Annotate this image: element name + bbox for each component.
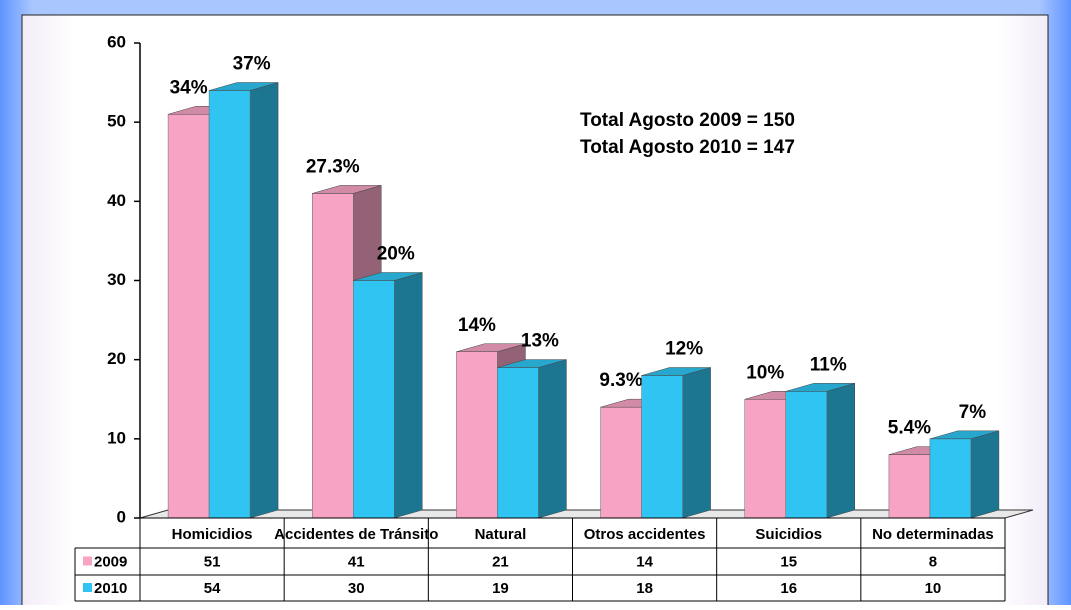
- bar-side: [249, 82, 279, 519]
- y-tick-label: 30: [107, 270, 126, 289]
- y-tick-label: 60: [107, 32, 126, 51]
- bar-top: [785, 383, 855, 392]
- y-tick-label: 50: [107, 112, 126, 131]
- data-label: 12%: [665, 339, 703, 360]
- data-label: 27.3%: [306, 156, 360, 177]
- data-label: 9.3%: [599, 370, 642, 391]
- x-tick-label: Accidentes de Tránsito: [274, 526, 438, 543]
- bar: [785, 391, 827, 519]
- data-label: 7%: [959, 402, 987, 423]
- table-value: 21: [492, 553, 509, 570]
- bar: [600, 406, 642, 519]
- table-value: 51: [204, 553, 221, 570]
- bar-top: [497, 359, 567, 368]
- y-tick-label: 10: [107, 428, 126, 447]
- bar-top: [209, 82, 279, 91]
- data-label: 5.4%: [888, 418, 931, 439]
- x-tick-label: Homicidios: [172, 526, 253, 543]
- bar: [497, 367, 539, 519]
- table-value: 41: [348, 553, 365, 570]
- bar: [641, 375, 683, 519]
- data-label: 11%: [810, 354, 847, 375]
- bar-side: [394, 272, 423, 519]
- table-value: 18: [636, 580, 653, 597]
- table-value: 30: [348, 580, 365, 597]
- table-value: 14: [636, 553, 653, 570]
- annotation: Total Agosto 2010 = 147: [580, 137, 795, 158]
- bar-top: [312, 185, 382, 194]
- bar-top: [456, 343, 526, 352]
- table-value: 10: [925, 580, 942, 597]
- annotation: Total Agosto 2009 = 150: [580, 110, 795, 131]
- table-value: 15: [780, 553, 797, 570]
- data-label: 14%: [458, 315, 496, 336]
- data-label: 13%: [521, 331, 559, 352]
- bar: [456, 351, 498, 519]
- bar: [929, 438, 972, 519]
- bar: [744, 399, 786, 519]
- bar-top: [641, 367, 711, 376]
- bar: [208, 90, 251, 519]
- bar: [167, 114, 210, 519]
- bar-top: [353, 272, 423, 281]
- bar-side: [970, 430, 1000, 519]
- table-value: 16: [780, 580, 797, 597]
- bar-side: [826, 383, 855, 519]
- y-tick-label: 40: [107, 191, 126, 210]
- bar: [353, 280, 395, 519]
- data-label: 10%: [746, 362, 784, 383]
- table-value: 54: [204, 580, 221, 597]
- y-tick-label: 20: [107, 349, 126, 368]
- bar-side: [682, 367, 711, 519]
- x-tick-label: No determinadas: [872, 526, 994, 543]
- legend-label: 2010: [94, 580, 127, 597]
- legend-swatch: [83, 556, 92, 566]
- table-value: 8: [929, 553, 937, 570]
- x-tick-label: Otros accidentes: [584, 526, 706, 543]
- bar: [888, 454, 931, 519]
- legend-label: 2009: [94, 553, 127, 570]
- table-value: 19: [492, 580, 509, 597]
- data-label: 34%: [170, 77, 208, 98]
- bar: [312, 193, 354, 519]
- x-tick-label: Natural: [475, 526, 527, 543]
- legend-swatch: [83, 583, 92, 592]
- bar-side: [538, 359, 567, 519]
- bar-top: [929, 430, 999, 440]
- data-label: 37%: [233, 54, 271, 75]
- x-tick-label: Suicidios: [755, 526, 822, 543]
- y-tick-label: 0: [117, 507, 126, 526]
- data-label: 20%: [377, 244, 415, 265]
